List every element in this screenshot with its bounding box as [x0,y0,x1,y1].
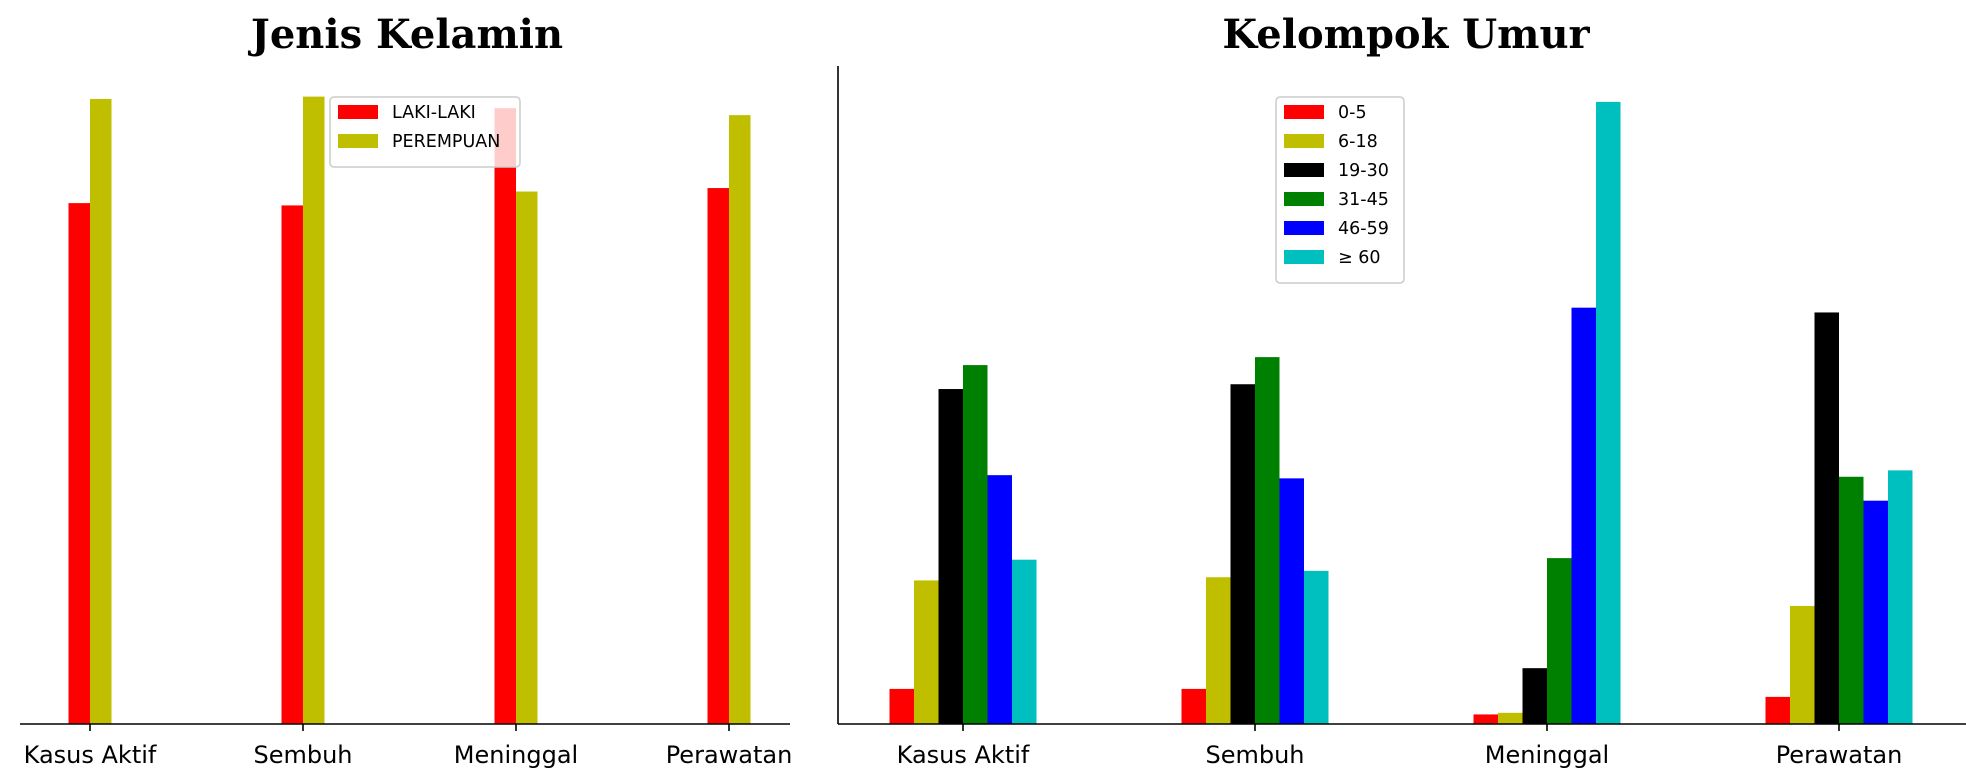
chart-title-kelompok-umur: Kelompok Umur [1222,11,1590,58]
x-tick-label-jenis-kelamin-0: Kasus Aktif [24,741,157,769]
x-tick-label-kelompok-umur-1: Sembuh [1205,741,1304,769]
x-tick-label-jenis-kelamin-1: Sembuh [253,741,352,769]
bar-kelompok-umur-s0-c3 [1765,696,1790,724]
legend-swatch-kelompok-umur-3 [1284,192,1324,206]
chart-title-jenis-kelamin: Jenis Kelamin [248,11,563,58]
legend-swatch-kelompok-umur-0 [1284,105,1324,119]
bar-kelompok-umur-s1-c3 [1790,605,1815,724]
bar-kelompok-umur-s2-c2 [1522,668,1547,724]
legend-swatch-kelompok-umur-4 [1284,221,1324,235]
bar-kelompok-umur-s5-c3 [1888,470,1913,724]
bar-jenis-kelamin-s0-c2 [494,108,516,724]
bar-kelompok-umur-s0-c0 [889,688,914,724]
legend-swatch-jenis-kelamin-0 [338,105,378,119]
bar-jenis-kelamin-s0-c1 [281,205,303,725]
bar-kelompok-umur-s2-c3 [1814,312,1839,724]
bar-kelompok-umur-s1-c0 [914,580,939,724]
bar-jenis-kelamin-s1-c0 [90,98,112,724]
bar-kelompok-umur-s5-c2 [1596,101,1621,724]
bar-jenis-kelamin-s0-c3 [707,188,729,724]
bar-kelompok-umur-s3-c2 [1547,558,1572,724]
bar-kelompok-umur-s4-c1 [1279,478,1304,724]
bar-jenis-kelamin-s1-c2 [516,191,538,725]
bar-kelompok-umur-s0-c2 [1473,714,1498,724]
legend-label-kelompok-umur-2: 19-30 [1338,161,1389,181]
bar-kelompok-umur-s4-c2 [1571,307,1596,724]
bar-kelompok-umur-s5-c0 [1012,559,1037,724]
plot-layer: Kasus Aktif Sembuh Meninggal Perawatan LAKI-… [20,66,1966,769]
bar-kelompok-umur-s3-c3 [1839,476,1864,724]
bar-kelompok-umur-s3-c1 [1255,357,1280,724]
bar-kelompok-umur-s0-c1 [1181,688,1206,724]
legend-label-kelompok-umur-3: 31-45 [1338,190,1389,210]
x-tick-label-jenis-kelamin-2: Meninggal [454,741,578,769]
legend-label-kelompok-umur-0: 0-5 [1338,103,1367,123]
legend-swatch-kelompok-umur-1 [1284,134,1324,148]
bar-kelompok-umur-s2-c0 [938,389,963,724]
legend-swatch-kelompok-umur-2 [1284,163,1324,177]
x-tick-label-kelompok-umur-3: Perawatan [1776,741,1903,769]
bar-kelompok-umur-s1-c2 [1498,712,1523,724]
legend-swatch-jenis-kelamin-1 [338,134,378,148]
legend-label-kelompok-umur-4: 46-59 [1338,219,1389,239]
bar-kelompok-umur-s3-c0 [963,365,988,724]
legend-swatch-kelompok-umur-5 [1284,250,1324,264]
x-tick-label-jenis-kelamin-3: Perawatan [666,741,793,769]
x-tick-label-kelompok-umur-0: Kasus Aktif [897,741,1030,769]
bar-kelompok-umur-s5-c1 [1304,570,1329,724]
bar-kelompok-umur-s4-c0 [987,475,1012,724]
legend-label-jenis-kelamin-0: LAKI-LAKI [392,103,476,123]
bar-kelompok-umur-s2-c1 [1230,384,1255,724]
legend-label-kelompok-umur-1: 6-18 [1338,132,1378,152]
bar-jenis-kelamin-s1-c3 [729,115,751,724]
bar-kelompok-umur-s1-c1 [1206,577,1231,724]
bar-jenis-kelamin-s0-c0 [68,203,90,724]
x-tick-label-kelompok-umur-2: Meninggal [1485,741,1609,769]
legend-label-jenis-kelamin-1: PEREMPUAN [392,132,500,152]
bar-jenis-kelamin-s1-c1 [303,96,325,725]
bar-kelompok-umur-s4-c3 [1863,500,1888,724]
legend-label-kelompok-umur-5: ≥ 60 [1338,248,1381,268]
